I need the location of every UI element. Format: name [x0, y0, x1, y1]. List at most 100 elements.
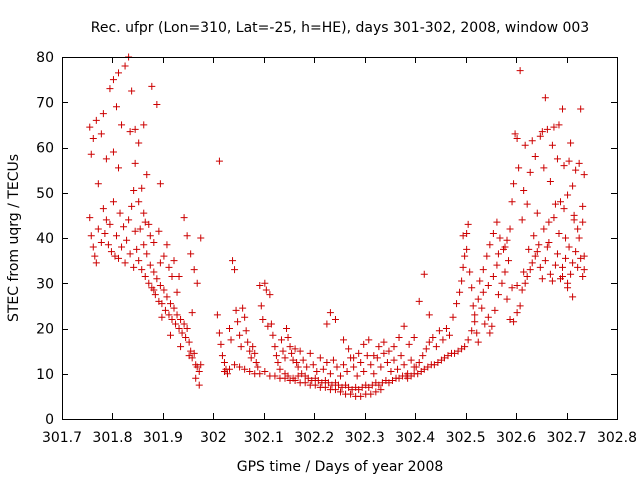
data-point	[574, 225, 582, 233]
data-point	[128, 87, 136, 95]
data-point	[548, 277, 556, 285]
data-point	[170, 304, 178, 312]
data-point	[109, 198, 117, 206]
data-point	[118, 243, 126, 251]
data-point	[486, 329, 494, 337]
data-point	[481, 320, 489, 328]
data-point	[538, 128, 546, 136]
data-point	[343, 367, 351, 375]
data-point	[513, 134, 521, 142]
data-point	[111, 252, 119, 260]
data-point	[213, 311, 221, 319]
data-point	[484, 282, 492, 290]
data-point	[316, 354, 324, 362]
data-point	[104, 241, 112, 249]
data-point	[249, 343, 257, 351]
data-point	[323, 320, 331, 328]
data-point	[531, 153, 539, 161]
data-point	[543, 243, 551, 251]
data-point	[195, 367, 203, 375]
data-point	[284, 334, 292, 342]
data-point	[187, 250, 195, 258]
data-point	[540, 164, 548, 172]
data-point	[345, 383, 353, 391]
data-point	[92, 259, 100, 267]
data-point	[358, 383, 366, 391]
data-point	[131, 125, 139, 133]
data-point	[94, 180, 102, 188]
data-point	[140, 241, 148, 249]
data-point	[518, 216, 526, 224]
x-tick-label: 302.6	[496, 430, 536, 446]
data-point	[538, 275, 546, 283]
data-point	[461, 343, 469, 351]
data-point	[130, 186, 138, 194]
data-point	[555, 121, 563, 129]
data-point	[143, 171, 151, 179]
y-tick-label: 70	[36, 95, 54, 111]
data-point	[331, 315, 339, 323]
data-point	[92, 116, 100, 124]
data-point	[136, 225, 144, 233]
data-point	[160, 286, 168, 294]
data-point	[434, 358, 442, 366]
data-point	[160, 252, 168, 260]
data-point	[486, 241, 494, 249]
data-point	[173, 311, 181, 319]
data-point	[483, 252, 491, 260]
data-point	[97, 239, 105, 247]
data-point	[565, 157, 573, 165]
data-point	[188, 309, 196, 317]
data-point	[380, 338, 388, 346]
data-point	[565, 243, 573, 251]
data-point	[128, 202, 136, 210]
data-point	[251, 349, 259, 357]
data-point	[548, 141, 556, 149]
data-point	[87, 150, 95, 158]
data-point	[473, 329, 481, 337]
data-point	[177, 343, 185, 351]
data-point	[577, 254, 585, 262]
data-point	[227, 336, 235, 344]
data-point	[130, 263, 138, 271]
data-point	[311, 381, 319, 389]
data-point	[141, 218, 149, 226]
data-point	[340, 361, 348, 369]
data-point	[574, 263, 582, 271]
data-point	[442, 325, 450, 332]
data-point	[289, 374, 297, 382]
data-point	[163, 293, 171, 301]
x-tick-label: 302.1	[244, 430, 284, 446]
data-point	[135, 198, 143, 206]
data-point	[560, 162, 568, 170]
data-point	[178, 329, 186, 337]
data-point	[289, 356, 297, 364]
data-point	[180, 320, 188, 328]
data-point	[107, 248, 115, 256]
data-point	[479, 288, 487, 296]
data-point	[469, 302, 477, 310]
data-point	[367, 390, 375, 398]
data-point	[328, 381, 336, 389]
data-point	[143, 250, 151, 258]
data-point	[575, 234, 583, 242]
x-tick-label: 302.5	[446, 430, 486, 446]
data-point	[567, 270, 575, 278]
data-point	[368, 381, 376, 389]
data-point	[546, 270, 554, 278]
data-point	[390, 343, 398, 351]
data-point	[163, 241, 171, 249]
data-point	[541, 94, 549, 102]
data-point	[395, 374, 403, 382]
data-point	[326, 370, 334, 378]
data-point	[429, 334, 437, 342]
x-tick-label: 302.7	[546, 430, 586, 446]
data-point	[112, 103, 120, 111]
data-point	[236, 331, 244, 339]
data-point	[560, 205, 568, 213]
data-point	[521, 141, 529, 149]
data-point	[501, 243, 509, 251]
data-points	[86, 53, 588, 400]
data-point	[506, 315, 514, 323]
data-point	[326, 309, 334, 317]
